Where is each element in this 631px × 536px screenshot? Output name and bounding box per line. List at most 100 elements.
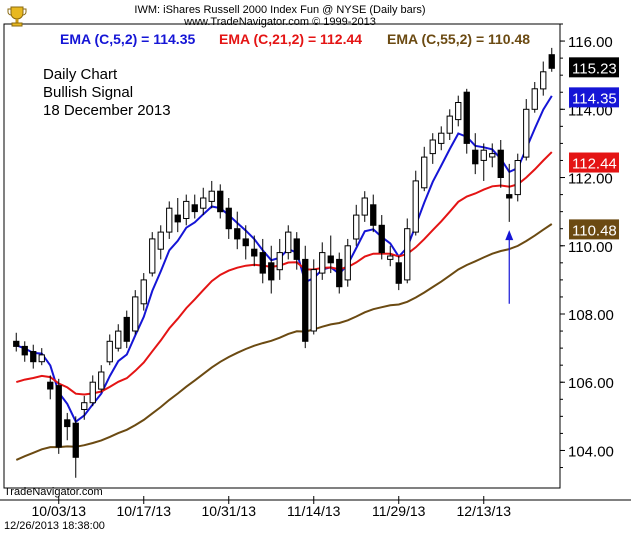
- y-tick-label: 108.00: [568, 307, 614, 324]
- y-tick-label: 116.00: [568, 34, 613, 51]
- legend-ema5: EMA (C,5,2) = 114.35: [60, 31, 196, 47]
- signal-arrow: [505, 230, 514, 304]
- candle-up: [200, 197, 207, 209]
- candle-up: [540, 71, 547, 90]
- candle-down: [463, 91, 470, 144]
- price-tag-box: [569, 57, 619, 78]
- candle-down: [302, 258, 309, 342]
- candle-down: [259, 252, 266, 274]
- candle-down: [47, 381, 54, 390]
- copyright-text: www.TradeNavigator.com © 1999-2013: [184, 16, 376, 28]
- candle-up: [523, 108, 530, 158]
- candle-down: [251, 248, 258, 257]
- x-tick-label: 11/29/13: [372, 503, 426, 519]
- candle-up: [38, 354, 45, 363]
- candle-down: [191, 204, 198, 213]
- x-tick-label: 10/31/13: [202, 503, 257, 519]
- signal-arrow-head: [505, 230, 514, 241]
- legend-ema21: EMA (C,21,2) = 112.44: [219, 31, 363, 47]
- candle-down: [13, 340, 20, 347]
- timestamp-text: 12/26/2013 18:38:00: [4, 520, 105, 532]
- trophy-logo-icon: [7, 6, 27, 27]
- candle-up: [140, 279, 147, 305]
- candle-up: [514, 160, 521, 196]
- x-tick-label: 12/13/13: [457, 503, 512, 519]
- candle-up: [310, 269, 317, 332]
- candle-down: [21, 345, 28, 356]
- ema5-line: [15, 95, 553, 424]
- price-tag-label: 114.35: [572, 90, 617, 107]
- candle-down: [64, 419, 71, 428]
- candle-up: [166, 207, 173, 233]
- ema-lines: [15, 95, 553, 461]
- annotation-signal: Bullish Signal: [43, 84, 134, 101]
- candle-up: [361, 197, 368, 216]
- brand-text: TradeNavigator.com: [4, 486, 103, 498]
- candle-up: [285, 231, 292, 254]
- candle-down: [30, 351, 37, 363]
- candle-down: [268, 262, 275, 281]
- candle-up: [421, 156, 428, 189]
- date-axis: 10/03/13 10/17/13 10/31/13 11/14/13 11/29/13…: [32, 496, 512, 519]
- candle-down: [548, 54, 555, 69]
- price-tag-label: 110.48: [572, 222, 617, 239]
- candle-up: [531, 88, 538, 110]
- y-tick-label: 112.00: [568, 171, 613, 188]
- candle-up: [319, 252, 326, 274]
- candle-down: [370, 204, 377, 226]
- candle-up: [208, 190, 215, 202]
- price-axis: 104.00106.00108.00110.00112.00114.00116.…: [560, 23, 614, 469]
- legend-ema55: EMA (C,55,2) = 110.48: [387, 31, 531, 47]
- candle-up: [115, 330, 122, 349]
- price-tags: 115.23 114.35 112.44 110.48: [569, 57, 619, 240]
- ema55-line: [15, 223, 553, 461]
- candle-up: [480, 149, 487, 161]
- y-tick-label: 110.00: [568, 239, 613, 256]
- candle-up: [98, 371, 105, 390]
- candle-up: [387, 255, 394, 260]
- y-tick-label: 106.00: [568, 375, 614, 392]
- price-tag-label: 112.44: [572, 156, 617, 173]
- candle-down: [234, 228, 241, 240]
- price-tag-box: [569, 152, 619, 173]
- candle-up: [438, 132, 445, 144]
- candle-down: [472, 149, 479, 165]
- candle-down: [55, 385, 62, 448]
- candle-down: [336, 258, 343, 288]
- candle-up: [446, 115, 453, 134]
- candle-up: [404, 228, 411, 281]
- candle-down: [225, 207, 232, 230]
- candle-up: [149, 238, 156, 274]
- candle-up: [353, 214, 360, 240]
- candle-down: [217, 190, 224, 213]
- candle-down: [327, 255, 334, 264]
- chart-title: IWM: iShares Russell 2000 Index Fun @ NY…: [0, 4, 560, 28]
- candle-up: [455, 102, 462, 121]
- y-tick-label: 104.00: [568, 443, 614, 460]
- candle-up: [412, 180, 419, 233]
- candle-up: [89, 381, 96, 404]
- x-tick-label: 10/17/13: [117, 503, 172, 519]
- ema21-line: [16, 151, 553, 396]
- candle-down: [395, 262, 402, 284]
- x-tick-label: 10/03/13: [32, 503, 87, 519]
- price-tag-label: 115.23: [572, 60, 617, 77]
- candle-up: [183, 200, 190, 219]
- candle-down: [242, 238, 249, 247]
- annotation-chart-type: Daily Chart: [43, 66, 118, 83]
- candle-down: [506, 194, 513, 199]
- candle-up: [157, 231, 164, 250]
- symbol-title: IWM: iShares Russell 2000 Index Fun @ NY…: [134, 4, 426, 16]
- price-tag-box: [569, 87, 619, 108]
- annotation-date: 18 December 2013: [43, 102, 171, 119]
- candle-down: [378, 224, 385, 254]
- candles: [13, 47, 555, 478]
- candle-up: [344, 245, 351, 281]
- candle-up: [429, 139, 436, 155]
- candle-down: [174, 214, 181, 223]
- candle-down: [123, 316, 130, 342]
- candle-up: [489, 153, 496, 158]
- candle-down: [293, 238, 300, 260]
- candle-up: [132, 296, 139, 332]
